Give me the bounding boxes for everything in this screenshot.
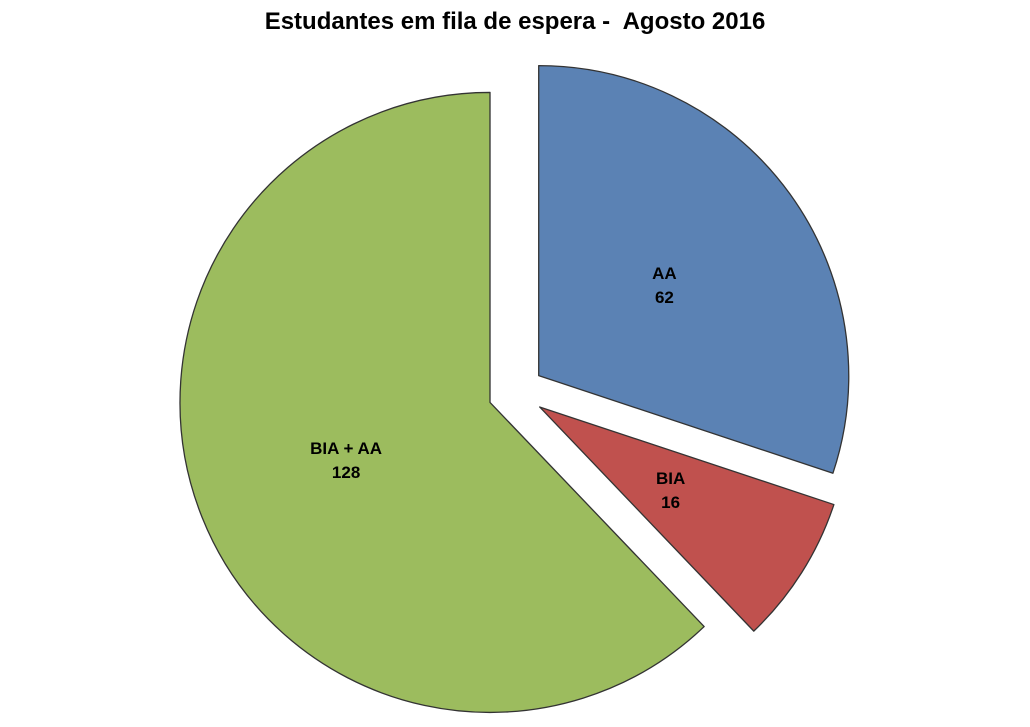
slice-label-value-aa: 62 [655,288,674,307]
slice-label-value-bia-aa: 128 [332,463,360,482]
pie-slice-aa [538,64,850,474]
pie-slice-bia-aa [179,91,705,714]
chart-title: Estudantes em fila de espera - Agosto 20… [264,8,766,35]
slice-label-name-aa: AA [652,264,677,283]
slice-label-name-bia: BIA [656,469,685,488]
slice-label-name-bia-aa: BIA + AA [310,439,382,458]
slice-label-value-bia: 16 [661,493,680,512]
pie-slice-bia [539,406,835,632]
